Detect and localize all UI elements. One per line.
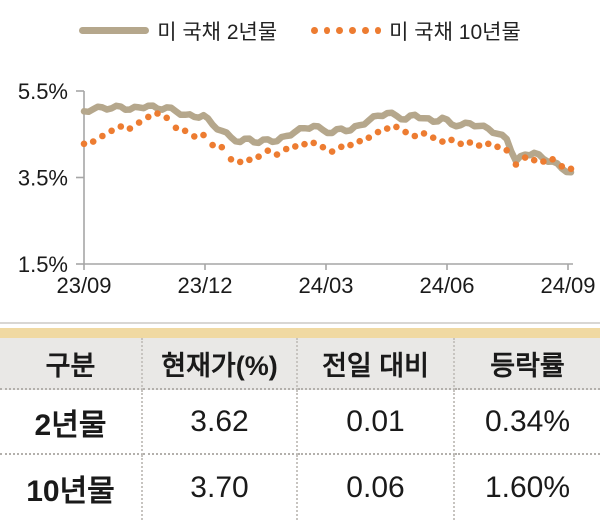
table-cell-10y-change: 0.06: [298, 455, 455, 520]
series-10y-dot: [246, 156, 253, 164]
x-tick-label: 24/09: [540, 273, 595, 298]
table-cell-2y-change: 0.01: [298, 390, 455, 455]
series-10y-dot: [163, 114, 170, 122]
series-10y-dot: [540, 158, 547, 165]
series-10y-dot: [448, 136, 455, 144]
x-tick-label: 23/09: [56, 273, 111, 298]
series-10y-dot: [439, 138, 446, 145]
series-10y-dot: [191, 133, 198, 140]
series-10y-dot: [503, 147, 511, 154]
y-tick-label: 3.5%: [18, 166, 68, 191]
series-10y-dot: [420, 130, 428, 137]
table-header-change: 전일 대비: [298, 338, 455, 390]
series-2y-line: [80, 102, 575, 176]
table-header-gubun: 구분: [0, 338, 143, 390]
x-tick-label: 23/12: [177, 273, 232, 298]
legend-dot-icon: [311, 27, 318, 34]
table-cell-2y-price: 3.62: [143, 390, 298, 455]
series-10y-dot: [457, 140, 465, 148]
series-10y-dot: [393, 123, 400, 131]
series-10y-dot: [567, 165, 575, 173]
y-tick-label: 1.5%: [18, 252, 68, 277]
legend-dot-icon: [349, 27, 356, 34]
series-10y-dot: [411, 132, 419, 140]
series-10y-dot: [530, 156, 538, 164]
table-row-10y-label: 10년물: [0, 455, 143, 520]
series-10y-dot: [365, 134, 373, 141]
series-10y-dot: [89, 138, 97, 145]
series-10y-dot: [494, 143, 501, 151]
series-10y-dot: [521, 154, 529, 161]
legend-item-2y: 미 국채 2년물: [79, 16, 277, 46]
legend-dot-icon: [374, 27, 382, 34]
legend-label-10y: 미 국채 10년물: [389, 20, 521, 44]
axis-lines: [83, 91, 573, 265]
series-10y-dot: [356, 137, 364, 145]
series-10y-dot: [402, 128, 409, 136]
series-10y-dot: [466, 139, 474, 146]
series-10y-dot: [558, 163, 566, 170]
series-10y-dot: [218, 143, 226, 151]
series-10y-dot: [181, 127, 189, 135]
legend-dot-icon: [323, 27, 331, 34]
table-header-percent: 등락률: [455, 338, 600, 390]
series-10y-dot: [429, 134, 437, 141]
series-10y-dot: [145, 113, 152, 121]
x-tick-label: 24/06: [419, 273, 474, 298]
series-10y-dot: [338, 143, 345, 151]
series-10y-dot: [383, 125, 391, 132]
series-10y-dot: [301, 140, 308, 148]
series-10y-dot: [264, 147, 272, 154]
table-cell-2y-percent: 0.34%: [455, 390, 600, 455]
series-10y-dot: [292, 143, 299, 150]
series-10y-dot: [475, 142, 483, 149]
table-cell-10y-percent: 1.60%: [484, 470, 571, 504]
series-10y-dot: [227, 156, 235, 163]
table-cell-10y-price: 3.70: [143, 455, 298, 520]
series-10y-dot: [273, 151, 281, 158]
legend-label-2y: 미 국채 2년물: [157, 20, 278, 44]
series-10y-dot: [126, 125, 134, 132]
legend-item-10y: 미 국채 10년물: [311, 16, 521, 46]
table-row-2y-label: 2년물: [0, 390, 143, 455]
series-10y-dot: [80, 140, 88, 148]
y-tick-label: 5.5%: [18, 79, 68, 104]
series-10y-dot: [108, 127, 115, 135]
series-10y-dot: [310, 139, 318, 147]
series-10y-dot: [282, 145, 290, 153]
chart-legend: 미 국채 2년물 미 국채 10년물: [0, 0, 600, 55]
series-10y-dot: [236, 158, 244, 166]
yield-line-chart: 5.5% 3.5% 1.5%23/09 23/12 24/03 24/06 24/09: [18, 79, 596, 298]
series-10y-dot: [99, 132, 106, 140]
series-10y-dot: [374, 128, 382, 136]
series-10y-dot: [512, 161, 520, 168]
series-10y-dot: [255, 153, 262, 160]
x-tick-label: 24/03: [298, 273, 353, 298]
series-10y-dot: [485, 140, 492, 148]
series-10y-dot: [117, 123, 125, 130]
table-header-price: 현재가(%): [143, 338, 298, 390]
legend-dot-icon: [361, 27, 369, 34]
legend-dot-icon: [336, 27, 344, 34]
series-10y-dot: [172, 124, 180, 132]
dotted-line-swatch-icon: [311, 27, 382, 34]
yield-table: 구분 현재가(%) 전일 대비 등락률 2년물 3.62 0.01 0.34% …: [0, 338, 600, 520]
series-10y-dot: [347, 141, 354, 149]
series-10y-dot: [200, 131, 207, 139]
series-10y-dot: [154, 110, 161, 117]
table-accent-bar: [0, 328, 600, 338]
series-10y-dot: [549, 156, 556, 163]
series-10y-dot: [328, 148, 336, 155]
chart-table-divider: [0, 322, 600, 324]
solid-line-swatch-icon: [79, 27, 150, 34]
series-10y-dot: [319, 143, 327, 151]
series-10y-dot: [135, 119, 143, 126]
series-10y-dot: [209, 141, 216, 149]
